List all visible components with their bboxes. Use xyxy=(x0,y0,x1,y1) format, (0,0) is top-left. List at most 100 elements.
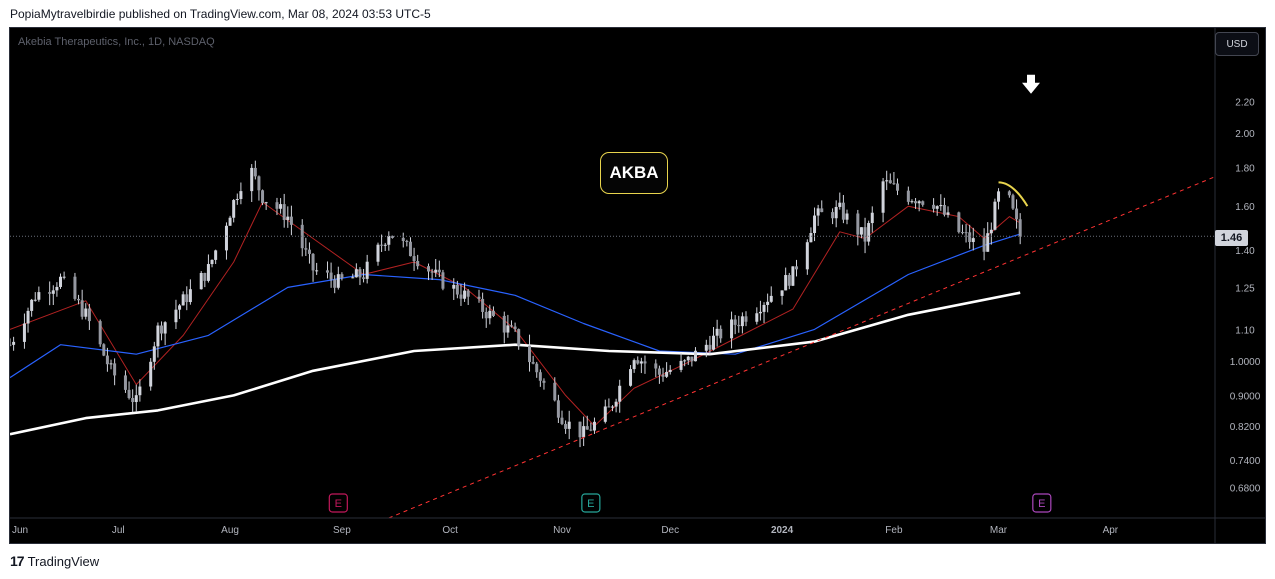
candle-body xyxy=(430,271,434,273)
candle-body xyxy=(289,216,293,225)
candle-body xyxy=(964,232,968,234)
time-tick-label: Nov xyxy=(553,525,571,536)
candle-body xyxy=(611,406,614,408)
candle-body xyxy=(885,180,889,182)
candle-body xyxy=(199,272,203,290)
earnings-badge xyxy=(1032,493,1052,513)
candle-body xyxy=(679,360,683,370)
candle-body xyxy=(380,244,384,246)
candle-body xyxy=(766,301,770,305)
candle-body xyxy=(257,176,261,191)
footer: 17 TradingView xyxy=(10,553,99,569)
candle-body xyxy=(232,200,236,218)
moving-averages xyxy=(10,201,1021,436)
candle-body xyxy=(888,180,892,184)
candle-body xyxy=(733,319,737,325)
candle-body xyxy=(528,345,532,363)
trendline-layer xyxy=(388,176,1216,519)
candle-body xyxy=(383,244,387,246)
candle-body xyxy=(488,310,492,319)
candle-body xyxy=(275,202,279,209)
candle-body xyxy=(632,360,636,370)
candle-body xyxy=(661,374,665,377)
candle-body xyxy=(365,261,369,279)
candle-body xyxy=(769,295,773,302)
candle-body xyxy=(149,361,153,387)
candle-body xyxy=(989,229,993,234)
candle-body xyxy=(838,202,842,207)
time-tick-label: Dec xyxy=(661,525,679,536)
candle-body xyxy=(582,426,586,438)
candle-body xyxy=(315,270,319,272)
time-tick-label: Apr xyxy=(1103,525,1119,536)
candle-body xyxy=(809,233,813,243)
candle-body xyxy=(434,269,438,273)
chart-background xyxy=(10,28,1265,543)
candle-body xyxy=(863,227,867,242)
candle-body xyxy=(603,406,607,422)
earnings-letter: E xyxy=(335,498,342,510)
earnings-letter: E xyxy=(587,498,594,510)
candle-body xyxy=(307,249,311,254)
candle-body xyxy=(1007,191,1011,196)
candle-body xyxy=(250,167,254,192)
candle-body xyxy=(531,362,535,364)
candle-body xyxy=(484,311,488,319)
price-chart[interactable]: E E E 2.20 2.00 1.80 1.60 1.40 1.25 1.10 1.0000 0.… xyxy=(10,28,1266,544)
candle-body xyxy=(762,304,766,312)
candle-body xyxy=(946,212,950,215)
candle-body xyxy=(737,324,741,327)
tradingview-logo-icon: 17 xyxy=(10,553,25,569)
candle-body xyxy=(214,250,218,260)
candle-body xyxy=(376,244,380,262)
candle-body xyxy=(491,310,495,316)
candle-body xyxy=(813,215,817,234)
candle-body xyxy=(224,225,228,251)
earnings-badge xyxy=(581,493,601,513)
candle-body xyxy=(1018,219,1022,237)
candle-body xyxy=(477,296,481,299)
candle-body xyxy=(362,277,366,279)
candle-body xyxy=(639,361,643,364)
candle-body xyxy=(704,344,708,351)
candle-body xyxy=(841,202,845,220)
candle-body xyxy=(712,335,716,350)
candle-body xyxy=(98,321,102,345)
candle-body xyxy=(286,216,290,220)
candle-body xyxy=(791,266,795,286)
candle-body xyxy=(867,223,871,242)
candle-body xyxy=(73,276,77,299)
candle-body xyxy=(340,274,344,279)
candle-body xyxy=(787,275,791,286)
candle-body xyxy=(12,341,16,345)
candle-body xyxy=(917,201,921,204)
candle-body xyxy=(427,266,431,272)
candle-body xyxy=(589,429,593,431)
candle-body xyxy=(466,290,470,297)
price-tick-label: 1.0000 xyxy=(1230,357,1261,368)
candle-body xyxy=(816,208,820,216)
candle-body xyxy=(654,363,658,369)
candle-body xyxy=(856,213,860,235)
candle-body xyxy=(325,270,329,273)
candle-body xyxy=(127,389,131,399)
candle-body xyxy=(387,235,391,245)
candle-body xyxy=(910,201,914,203)
candle-body xyxy=(441,272,445,289)
price-tick-label: 1.10 xyxy=(1235,325,1255,336)
candle-body xyxy=(794,266,798,270)
symbol-annotation[interactable]: AKBA xyxy=(600,152,668,194)
time-tick-label: Aug xyxy=(221,525,239,536)
moving-average-fast xyxy=(10,201,1021,427)
candle-body xyxy=(113,363,117,376)
candle-body xyxy=(412,256,416,261)
candle-body xyxy=(84,308,88,317)
axes: 2.20 2.00 1.80 1.60 1.40 1.25 1.10 1.0000 0.9000… xyxy=(10,28,1265,543)
candle-body xyxy=(513,326,517,330)
candle-body xyxy=(834,206,838,219)
currency-button[interactable]: USD xyxy=(1215,32,1259,56)
candle-body xyxy=(831,212,835,219)
candle-body xyxy=(744,316,748,322)
candle-body xyxy=(592,421,596,431)
chart-area[interactable]: E E E 2.20 2.00 1.80 1.60 1.40 1.25 1.10 1.0000 0.… xyxy=(9,27,1266,544)
